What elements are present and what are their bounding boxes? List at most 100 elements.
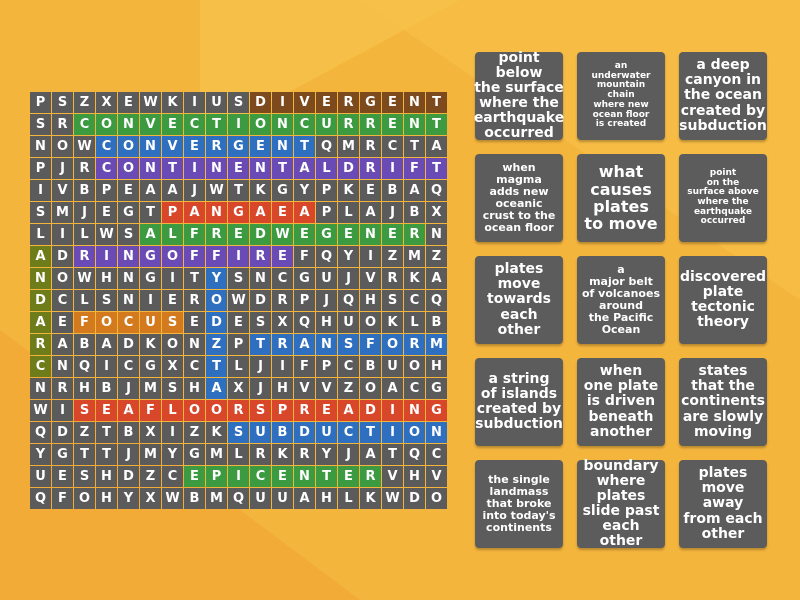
grid-cell[interactable]: N xyxy=(30,268,51,289)
grid-cell[interactable]: W xyxy=(140,92,161,113)
grid-cell[interactable]: E xyxy=(118,92,139,113)
grid-cell[interactable]: S xyxy=(250,400,271,421)
grid-cell[interactable]: A xyxy=(338,400,359,421)
grid-cell[interactable]: S xyxy=(338,334,359,355)
grid-cell[interactable]: Y xyxy=(118,488,139,509)
grid-cell[interactable]: E xyxy=(272,466,293,487)
grid-cell[interactable]: G xyxy=(426,378,447,399)
grid-cell[interactable]: E xyxy=(184,312,205,333)
grid-cell[interactable]: Z xyxy=(338,378,359,399)
grid-cell[interactable]: W xyxy=(272,224,293,245)
grid-cell[interactable]: C xyxy=(52,290,73,311)
grid-cell[interactable]: C xyxy=(118,356,139,377)
grid-cell[interactable]: C xyxy=(184,356,205,377)
grid-cell[interactable]: H xyxy=(272,378,293,399)
grid-cell[interactable]: T xyxy=(272,158,293,179)
grid-cell[interactable]: M xyxy=(52,202,73,223)
grid-cell[interactable]: M xyxy=(426,334,447,355)
grid-cell[interactable]: T xyxy=(96,444,117,465)
grid-cell[interactable]: T xyxy=(426,114,447,135)
grid-cell[interactable]: I xyxy=(382,400,403,421)
grid-cell[interactable]: T xyxy=(360,422,381,443)
clue-card[interactable]: states that the continents are slowly moving xyxy=(679,358,767,446)
grid-cell[interactable]: B xyxy=(74,180,95,201)
grid-cell[interactable]: B xyxy=(272,422,293,443)
grid-cell[interactable]: A xyxy=(404,180,425,201)
grid-cell[interactable]: I xyxy=(382,422,403,443)
grid-cell[interactable]: V xyxy=(52,180,73,201)
grid-cell[interactable]: D xyxy=(404,488,425,509)
grid-cell[interactable]: A xyxy=(30,312,51,333)
grid-cell[interactable]: D xyxy=(250,290,271,311)
grid-cell[interactable]: N xyxy=(316,334,337,355)
grid-cell[interactable]: R xyxy=(294,400,315,421)
grid-cell[interactable]: K xyxy=(382,312,403,333)
grid-cell[interactable]: W xyxy=(162,488,183,509)
grid-cell[interactable]: A xyxy=(184,202,205,223)
grid-cell[interactable]: G xyxy=(360,92,381,113)
grid-cell[interactable]: G xyxy=(140,356,161,377)
grid-cell[interactable]: O xyxy=(360,312,381,333)
grid-cell[interactable]: I xyxy=(272,92,293,113)
grid-cell[interactable]: R xyxy=(338,92,359,113)
grid-cell[interactable]: R xyxy=(30,334,51,355)
grid-cell[interactable]: X xyxy=(272,312,293,333)
grid-cell[interactable]: D xyxy=(52,246,73,267)
grid-cell[interactable]: I xyxy=(360,246,381,267)
grid-cell[interactable]: E xyxy=(96,400,117,421)
grid-cell[interactable]: N xyxy=(118,114,139,135)
grid-cell[interactable]: F xyxy=(294,356,315,377)
grid-cell[interactable]: E xyxy=(338,224,359,245)
grid-cell[interactable]: P xyxy=(316,356,337,377)
grid-cell[interactable]: D xyxy=(118,466,139,487)
grid-cell[interactable]: D xyxy=(118,334,139,355)
grid-cell[interactable]: U xyxy=(382,356,403,377)
grid-cell[interactable]: C xyxy=(162,466,183,487)
grid-cell[interactable]: B xyxy=(74,334,95,355)
grid-cell[interactable]: G xyxy=(272,180,293,201)
grid-cell[interactable]: P xyxy=(316,202,337,223)
grid-cell[interactable]: I xyxy=(52,224,73,245)
grid-cell[interactable]: G xyxy=(118,202,139,223)
grid-cell[interactable]: W xyxy=(228,290,249,311)
grid-cell[interactable]: I xyxy=(52,400,73,421)
clue-card[interactable]: a major belt of volcanoes around the Pacific… xyxy=(577,256,665,344)
grid-cell[interactable]: J xyxy=(118,444,139,465)
grid-cell[interactable]: E xyxy=(184,466,205,487)
grid-cell[interactable]: J xyxy=(250,378,271,399)
grid-cell[interactable]: I xyxy=(30,180,51,201)
grid-cell[interactable]: M xyxy=(206,488,227,509)
clue-card[interactable]: the single landmass that broke into today's… xyxy=(475,460,563,548)
grid-cell[interactable]: E xyxy=(162,290,183,311)
grid-cell[interactable]: A xyxy=(206,378,227,399)
grid-cell[interactable]: R xyxy=(382,268,403,289)
grid-cell[interactable]: E xyxy=(382,224,403,245)
grid-cell[interactable]: R xyxy=(272,334,293,355)
grid-cell[interactable]: N xyxy=(30,378,51,399)
grid-cell[interactable]: T xyxy=(140,202,161,223)
grid-cell[interactable]: F xyxy=(140,400,161,421)
grid-cell[interactable]: Q xyxy=(316,246,337,267)
grid-cell[interactable]: W xyxy=(206,180,227,201)
grid-cell[interactable]: Q xyxy=(294,312,315,333)
grid-cell[interactable]: E xyxy=(316,92,337,113)
grid-cell[interactable]: S xyxy=(118,224,139,245)
grid-cell[interactable]: T xyxy=(426,158,447,179)
grid-cell[interactable]: T xyxy=(162,158,183,179)
grid-cell[interactable]: B xyxy=(426,312,447,333)
grid-cell[interactable]: L xyxy=(162,224,183,245)
grid-cell[interactable]: N xyxy=(184,334,205,355)
grid-cell[interactable]: O xyxy=(206,400,227,421)
clue-card[interactable]: what causes plates to move xyxy=(577,154,665,242)
grid-cell[interactable]: R xyxy=(360,466,381,487)
grid-cell[interactable]: W xyxy=(30,400,51,421)
grid-cell[interactable]: T xyxy=(382,444,403,465)
grid-cell[interactable]: N xyxy=(140,158,161,179)
grid-cell[interactable]: A xyxy=(360,444,381,465)
grid-cell[interactable]: X xyxy=(162,356,183,377)
grid-cell[interactable]: S xyxy=(228,92,249,113)
grid-cell[interactable]: J xyxy=(184,180,205,201)
grid-cell[interactable]: C xyxy=(294,114,315,135)
grid-cell[interactable]: Z xyxy=(206,334,227,355)
grid-cell[interactable]: J xyxy=(382,202,403,223)
